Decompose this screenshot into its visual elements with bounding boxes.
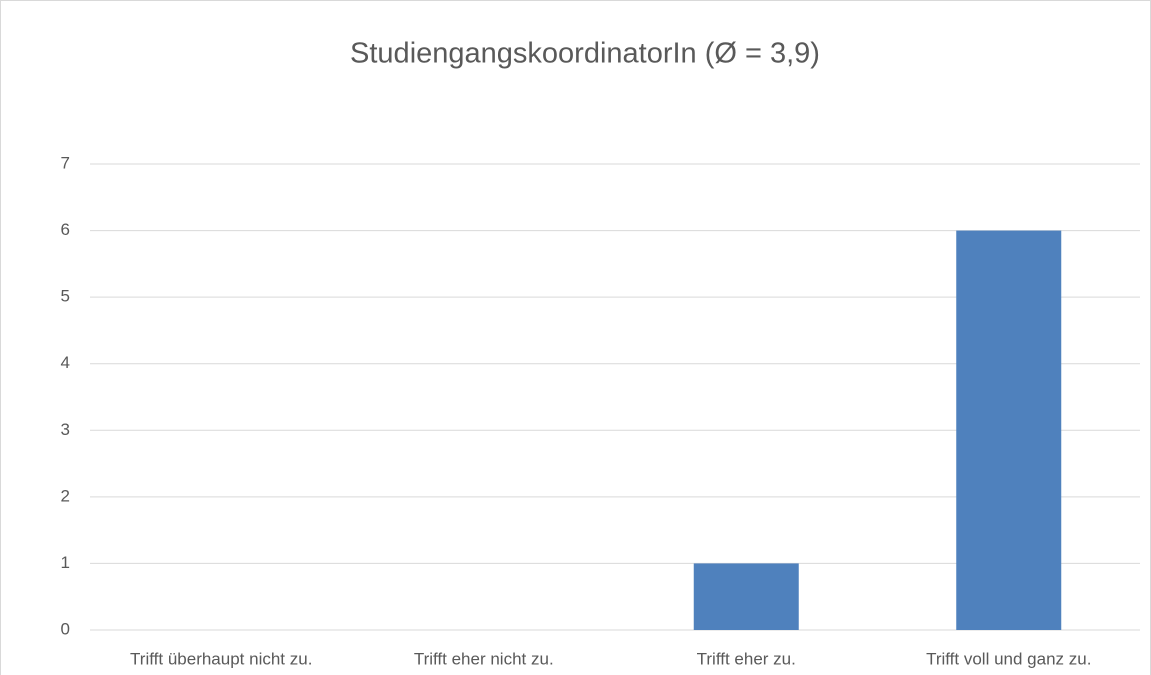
chart-title: StudiengangskoordinatorIn (Ø = 3,9) bbox=[350, 38, 820, 70]
x-tick-label: Trifft überhaupt nicht zu. bbox=[130, 649, 312, 668]
bar bbox=[956, 230, 1062, 631]
x-tick-label: Trifft voll und ganz zu. bbox=[926, 649, 1091, 668]
y-tick-label: 4 bbox=[61, 353, 70, 372]
y-tick-label: 6 bbox=[61, 220, 70, 239]
y-tick-label: 7 bbox=[61, 153, 70, 172]
y-tick-label: 3 bbox=[61, 420, 70, 439]
y-tick-label: 0 bbox=[61, 619, 70, 638]
y-tick-label: 1 bbox=[61, 553, 70, 572]
y-tick-label: 5 bbox=[61, 287, 70, 306]
x-tick-label: Trifft eher zu. bbox=[697, 649, 796, 668]
bar bbox=[693, 563, 799, 630]
y-tick-label: 2 bbox=[61, 486, 70, 505]
x-tick-label: Trifft eher nicht zu. bbox=[414, 649, 554, 668]
